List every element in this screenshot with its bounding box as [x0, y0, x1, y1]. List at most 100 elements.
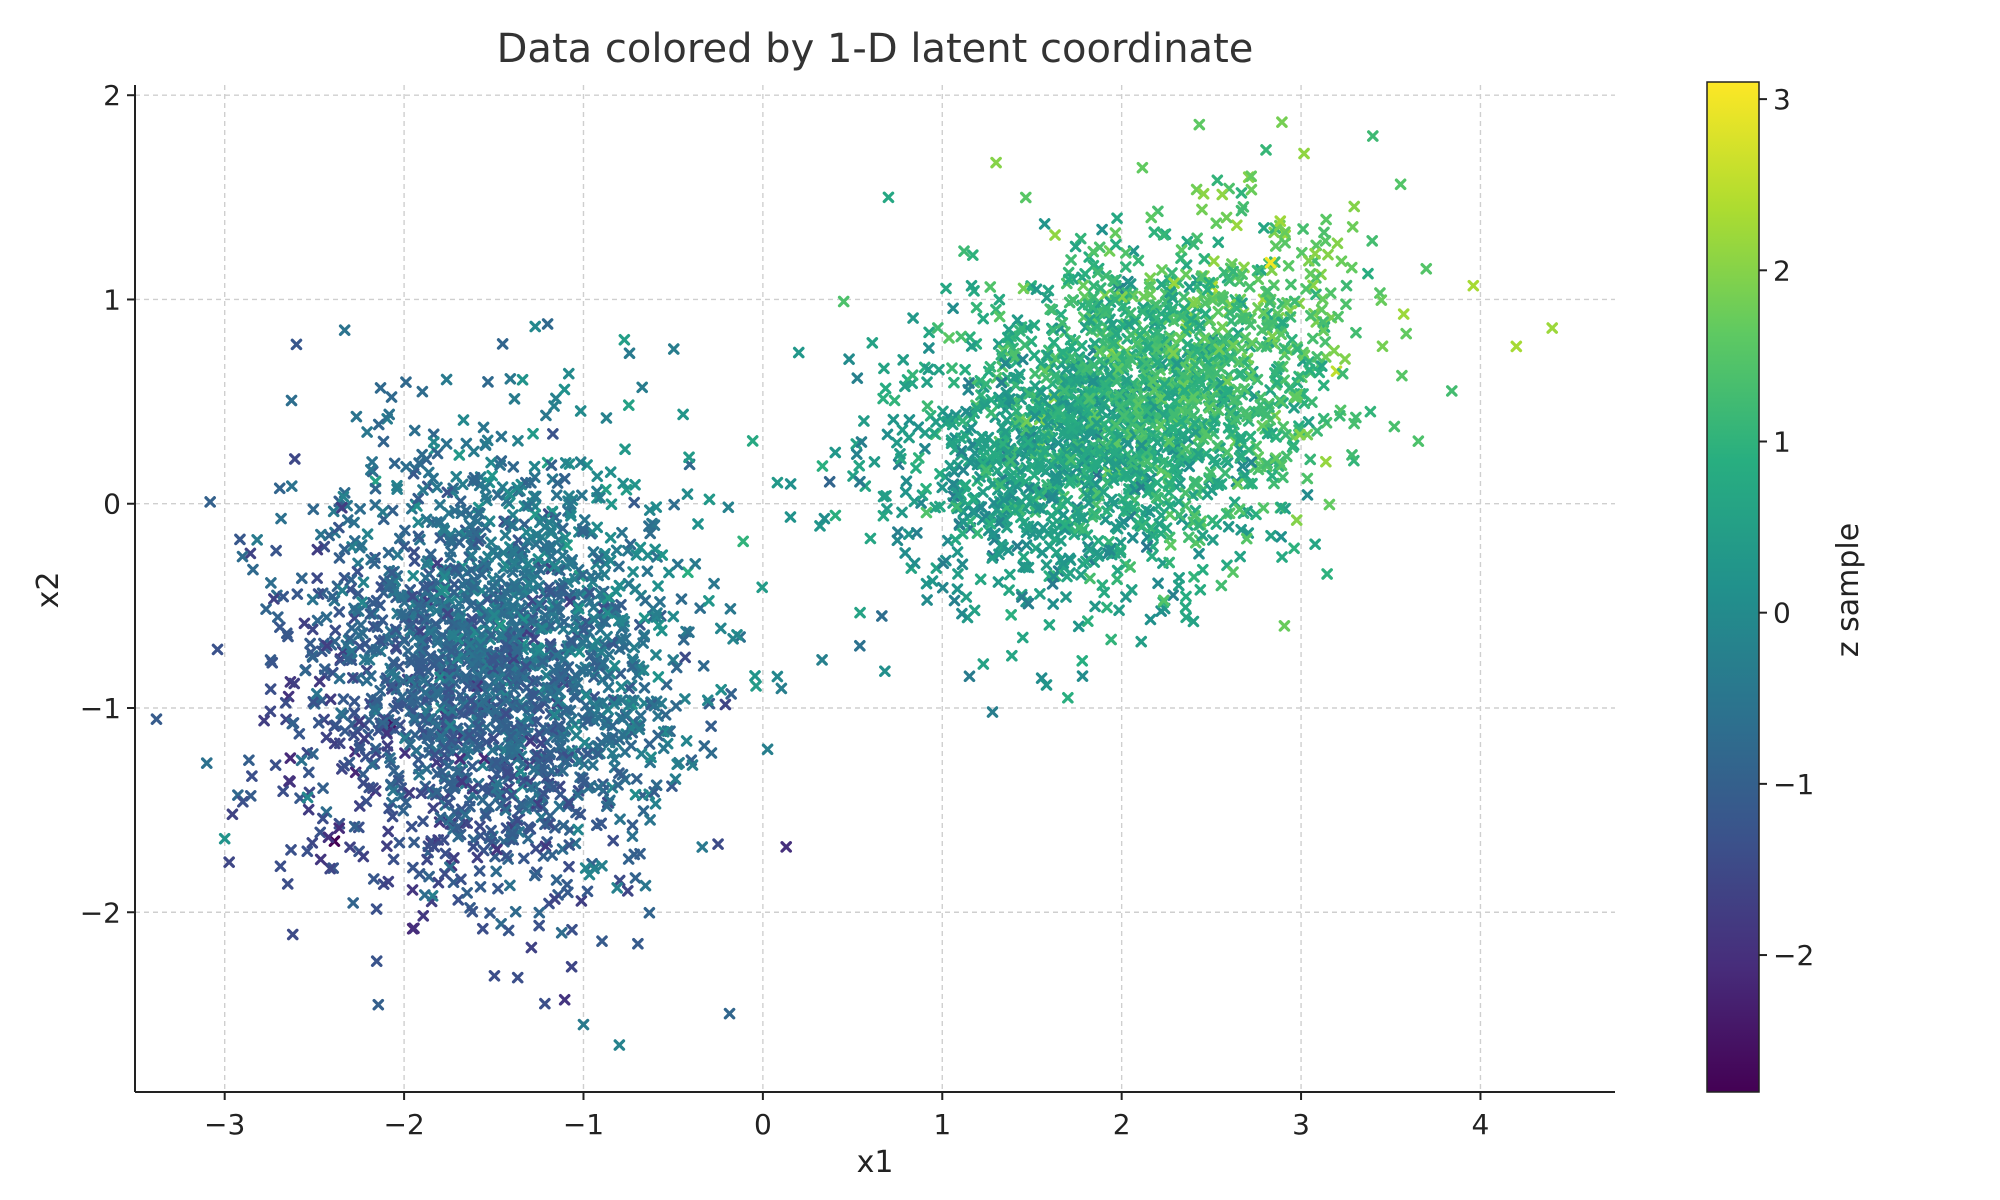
scatter-point — [1175, 252, 1187, 264]
x-tick-label: −1 — [563, 1108, 604, 1141]
scatter-point — [279, 696, 292, 709]
scatter-point — [1049, 370, 1061, 382]
scatter-point — [1101, 505, 1113, 518]
scatter-point — [1304, 268, 1317, 280]
scatter-point — [246, 770, 258, 782]
scatter-point — [1187, 238, 1200, 251]
scatter-point — [470, 528, 482, 540]
scatter-point — [319, 663, 331, 675]
scatter-point — [1311, 351, 1324, 363]
scatter-point — [991, 464, 1004, 477]
scatter-point — [957, 415, 969, 427]
scatter-point — [370, 903, 383, 915]
scatter-point — [601, 800, 613, 813]
scatter-point — [1083, 544, 1096, 556]
colorbar-label: z sample — [1831, 523, 1866, 657]
scatter-point — [612, 614, 625, 627]
scatter-point — [628, 496, 640, 509]
scatter-point — [1198, 342, 1211, 355]
scatter-point — [1348, 417, 1360, 430]
scatter-point — [466, 613, 478, 625]
scatter-point — [947, 302, 959, 315]
scatter-point — [445, 645, 458, 658]
scatter-point — [321, 639, 333, 652]
scatter-point — [614, 813, 626, 826]
scatter-point — [606, 781, 619, 794]
scatter-point — [336, 501, 348, 514]
scatter-point — [1167, 589, 1179, 601]
scatter-point — [536, 655, 549, 668]
scatter-point — [226, 808, 239, 821]
scatter-point — [1180, 590, 1192, 603]
scatter-point — [407, 690, 420, 702]
scatter-point — [1019, 475, 1032, 488]
scatter-point — [1162, 389, 1175, 401]
scatter-point — [1256, 324, 1268, 337]
scatter-point — [1288, 542, 1300, 555]
scatter-point — [440, 373, 453, 386]
scatter-point — [400, 376, 412, 388]
x-tick-label: 1 — [933, 1108, 951, 1141]
scatter-point — [1114, 400, 1127, 413]
scatter-point — [385, 679, 398, 692]
scatter-point — [381, 740, 394, 752]
scatter-point — [977, 457, 989, 470]
scatter-point — [1004, 568, 1016, 581]
scatter-point — [408, 712, 420, 724]
scatter-point — [1060, 363, 1072, 376]
scatter-point — [997, 541, 1009, 554]
scatter-point — [995, 376, 1008, 389]
scatter-point — [1055, 535, 1067, 547]
scatter-point — [463, 638, 476, 651]
scatter-point — [715, 622, 727, 635]
scatter-point — [412, 492, 425, 505]
scatter-point — [438, 524, 451, 537]
scatter-point — [1178, 384, 1191, 397]
scatter-point — [507, 519, 519, 532]
scatter-point — [600, 731, 613, 744]
scatter-point — [538, 787, 550, 800]
scatter-point — [443, 534, 456, 546]
scatter-point — [577, 624, 590, 637]
scatter-point — [1077, 279, 1090, 292]
scatter-point — [1227, 394, 1240, 407]
scatter-point — [520, 526, 533, 538]
scatter-point — [512, 435, 524, 447]
scatter-point — [920, 506, 933, 519]
scatter-point — [578, 514, 591, 526]
scatter-point — [1047, 336, 1060, 349]
scatter-point — [1367, 130, 1379, 142]
scatter-point — [977, 658, 990, 670]
scatter-point — [508, 683, 520, 696]
scatter-point — [333, 606, 346, 618]
scatter-point — [696, 841, 709, 853]
scatter-point — [545, 619, 557, 632]
scatter-point — [412, 530, 425, 543]
scatter-point — [1210, 217, 1223, 230]
scatter-point — [605, 498, 618, 511]
scatter-point — [1148, 226, 1161, 238]
scatter-point — [958, 245, 970, 257]
scatter-point — [1199, 308, 1212, 320]
scatter-point — [1244, 319, 1257, 331]
scatter-point — [511, 814, 524, 826]
scatter-point — [1087, 245, 1100, 258]
scatter-point — [1029, 367, 1041, 380]
scatter-point — [359, 637, 372, 650]
scatter-point — [330, 719, 342, 732]
scatter-point — [417, 910, 430, 922]
scatter-point — [1420, 263, 1433, 275]
scatter-point — [558, 472, 571, 485]
scatter-point — [452, 894, 465, 906]
scatter-point — [546, 505, 559, 518]
scatter-point — [1235, 431, 1247, 443]
scatter-point — [440, 438, 453, 450]
scatter-point — [1143, 309, 1155, 322]
scatter-point — [1062, 691, 1074, 704]
scatter-point — [892, 526, 904, 538]
scatter-point — [588, 862, 600, 875]
scatter-point — [524, 794, 537, 807]
scatter-point — [324, 693, 337, 706]
scatter-point — [994, 479, 1007, 491]
scatter-point — [579, 862, 592, 874]
